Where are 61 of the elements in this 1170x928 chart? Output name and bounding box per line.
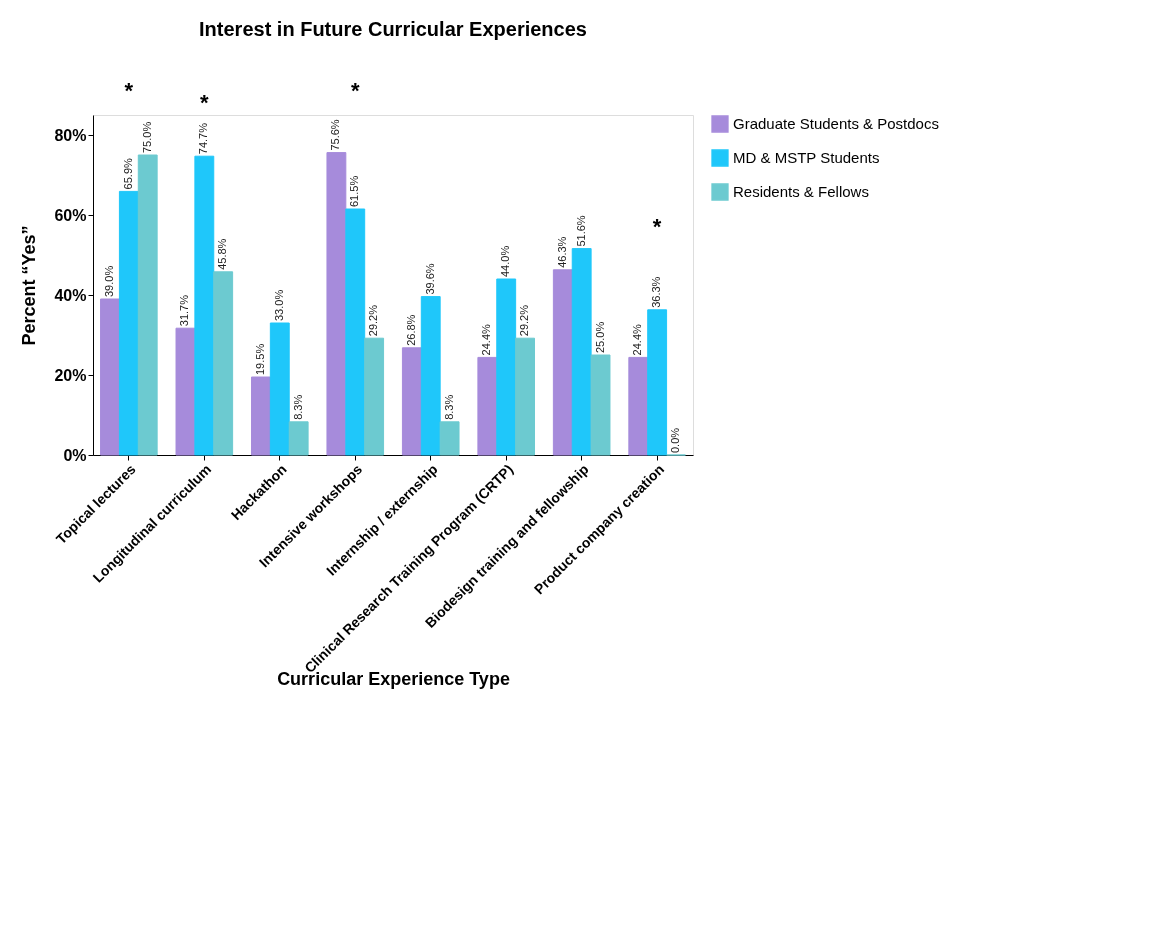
y-tick-label: 40% (54, 286, 87, 304)
bar (590, 354, 611, 456)
y-tick-label: 0% (63, 446, 87, 464)
data-label: 8.3% (291, 394, 304, 420)
data-label: 33.0% (272, 289, 285, 321)
data-label: 25.0% (593, 321, 606, 353)
bar (647, 309, 668, 456)
bar (515, 337, 536, 456)
data-label: 29.2% (367, 304, 380, 337)
text: * (124, 78, 134, 103)
bar (250, 376, 271, 456)
bar (269, 322, 290, 456)
data-label: 44.0% (499, 245, 512, 277)
bar (420, 296, 441, 456)
data-label: 75.6% (329, 119, 342, 151)
data-label: 39.0% (102, 265, 115, 297)
data-label: 26.8% (404, 314, 417, 346)
data-label: 29.2% (518, 304, 531, 337)
bar (213, 271, 234, 456)
data-label: 74.7% (197, 122, 210, 155)
legend-label: Graduate Students & Postdocs (733, 115, 939, 132)
bar (100, 298, 120, 456)
bar (288, 421, 309, 456)
data-label: 36.3% (650, 276, 663, 308)
y-tick-label: 80% (54, 126, 87, 144)
bar (326, 152, 347, 456)
bar (401, 347, 422, 456)
legend-label: MD & MSTP Students (733, 149, 880, 166)
data-label: 24.4% (631, 323, 644, 356)
bar (628, 356, 649, 456)
data-label: 45.8% (216, 238, 229, 270)
bar (364, 337, 385, 456)
data-label: 65.9% (121, 157, 134, 190)
text: * (200, 90, 210, 115)
chart-title: Interest in Future Curricular Experiences (199, 18, 587, 40)
text: * (350, 78, 360, 103)
bar (552, 269, 573, 456)
y-axis-title: Percent “Yes” (19, 225, 40, 346)
data-label: 19.5% (253, 343, 266, 375)
bar (477, 356, 498, 456)
data-label: 46.3% (555, 236, 568, 268)
bar (137, 154, 158, 456)
bar (496, 278, 517, 456)
bar (118, 190, 139, 456)
data-label: 61.5% (348, 175, 361, 207)
data-label: 39.6% (423, 263, 436, 295)
y-tick-label: 20% (54, 366, 87, 384)
data-label: 31.7% (178, 294, 191, 327)
bar (345, 208, 366, 456)
data-label: 75.0% (140, 121, 153, 153)
data-label: 0.0% (669, 427, 682, 453)
y-tick-label: 60% (54, 206, 87, 224)
annotation: * (652, 214, 662, 239)
data-label: 24.4% (480, 323, 493, 356)
bar (439, 421, 460, 456)
bar (571, 248, 592, 456)
bar (194, 155, 215, 456)
data-label: 51.6% (574, 215, 587, 247)
legend-label: Residents & Fellows (733, 183, 869, 200)
data-label: 8.3% (442, 394, 455, 420)
bar (175, 327, 196, 456)
